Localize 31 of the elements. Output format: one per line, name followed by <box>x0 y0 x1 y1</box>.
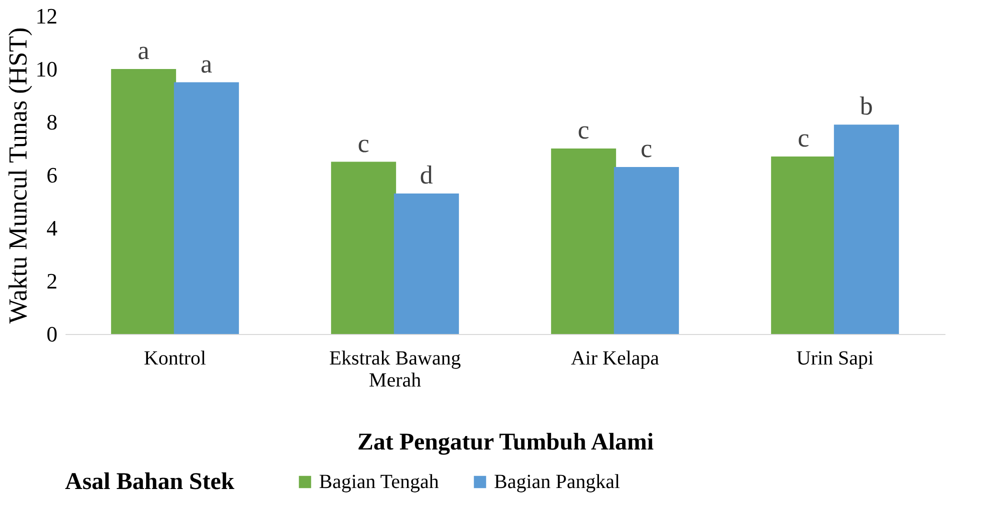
y-tick-label: 12 <box>36 4 58 28</box>
annotation: c <box>640 134 652 164</box>
legend-label: Bagian Tengah <box>319 471 439 493</box>
x-axis-title: Zat Pengatur Tumbuh Alami <box>357 430 654 456</box>
legend-title: Asal Bahan Stek <box>65 469 236 495</box>
annotation: c <box>578 116 590 144</box>
bar <box>331 162 396 334</box>
x-tick-label: Urin Sapi <box>796 348 874 370</box>
bar <box>551 148 616 334</box>
bar <box>394 194 459 334</box>
y-axis-title: Waktu Muncul Tunas (HST) <box>4 27 32 324</box>
x-tick-label: Ekstrak Bawang Merah <box>329 348 461 392</box>
annotation: c <box>358 128 370 158</box>
y-tick-label: 4 <box>46 216 58 240</box>
y-tick-label: 2 <box>46 268 58 294</box>
annotation: d <box>420 160 433 190</box>
y-tick-label: 10 <box>36 56 58 82</box>
legend-label: Bagian Pangkal <box>494 471 621 493</box>
bar <box>834 124 899 334</box>
x-tick-label: Air Kelapa <box>570 348 660 370</box>
x-tick-label: Kontrol <box>144 348 207 370</box>
annotation: a <box>200 49 213 78</box>
bar <box>614 167 679 334</box>
y-tick-label: 0 <box>46 322 58 346</box>
bar <box>174 82 239 334</box>
annotation: a <box>138 36 150 65</box>
bar <box>111 69 176 334</box>
annotation: b <box>860 92 873 121</box>
annotation: c <box>798 123 810 152</box>
y-tick-label: 8 <box>46 110 58 134</box>
y-tick-label: 6 <box>46 162 58 188</box>
